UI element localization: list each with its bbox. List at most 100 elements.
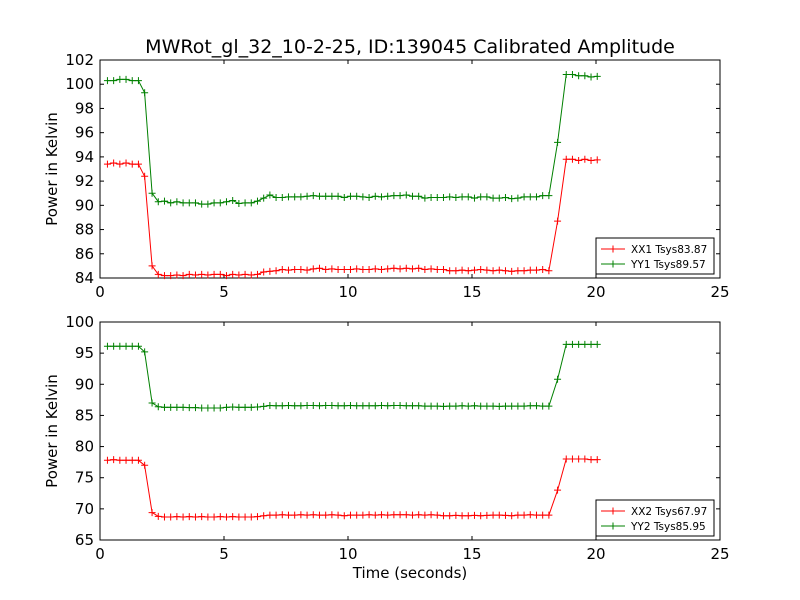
data-point-marker (128, 77, 136, 85)
legend: XX1 Tsys83.87 YY1 Tsys89.57 (595, 237, 715, 275)
data-point-marker (554, 138, 562, 146)
data-point-marker (141, 461, 149, 469)
data-point-marker (489, 402, 497, 410)
data-point-marker (198, 513, 206, 521)
data-point-marker (458, 512, 466, 520)
data-point-marker (110, 159, 118, 167)
data-point-marker (128, 456, 136, 464)
legend-label: XX2 Tsys67.97 (631, 506, 707, 518)
data-point-marker (116, 342, 124, 350)
axes-frame (99, 59, 721, 279)
data-point-marker (415, 264, 423, 272)
data-point-marker (116, 75, 124, 83)
y-tick-label: 70 (75, 500, 94, 518)
data-point-marker (575, 455, 583, 463)
data-point-marker (185, 270, 193, 278)
axes-frame (99, 321, 721, 541)
x-tick-label: 15 (462, 545, 481, 563)
x-tick-label: 10 (338, 545, 357, 563)
data-point-marker (222, 513, 230, 521)
y-tick-label: 88 (75, 221, 94, 239)
data-point-marker (587, 157, 595, 165)
data-point-marker (191, 513, 199, 521)
data-point-marker (179, 199, 187, 207)
data-point-marker (452, 402, 460, 410)
data-point-marker (278, 193, 286, 201)
data-point-marker (545, 402, 553, 410)
data-point-marker (353, 192, 361, 200)
y-tick-label: 98 (75, 99, 94, 117)
data-point-marker (103, 456, 111, 464)
data-point-marker (520, 402, 528, 410)
data-point-marker (266, 267, 274, 275)
data-point-marker (160, 513, 168, 521)
data-point-marker (173, 271, 181, 279)
x-tick-label: 15 (462, 283, 481, 301)
data-point-marker (328, 511, 336, 519)
data-point-marker (291, 511, 299, 519)
data-point-marker (322, 192, 330, 200)
data-point-marker (446, 267, 454, 275)
data-point-marker (272, 193, 280, 201)
data-point-marker (284, 401, 292, 409)
data-point-marker (593, 72, 601, 80)
series-line (107, 458, 598, 518)
data-point-marker (297, 402, 305, 410)
data-point-marker (103, 77, 111, 85)
data-point-marker (241, 403, 249, 411)
data-point-marker (495, 266, 503, 274)
data-point-marker (514, 402, 522, 410)
data-point-marker (501, 402, 509, 410)
x-tick-label: 0 (95, 545, 105, 563)
data-point-marker (384, 402, 392, 410)
data-point-marker (346, 266, 354, 274)
x-tick-label: 25 (710, 283, 729, 301)
data-point-marker (179, 403, 187, 411)
chart-title: MWRot_gl_32_10-2-25, ID:139045 Calibrate… (145, 36, 675, 58)
data-point-marker (315, 192, 323, 200)
data-point-marker (134, 77, 142, 85)
data-point-marker (365, 511, 373, 519)
data-point-marker (514, 511, 522, 519)
y-tick-label: 90 (75, 196, 94, 214)
data-point-marker (334, 511, 342, 519)
data-point-marker (328, 265, 336, 273)
data-point-marker (477, 402, 485, 410)
data-point-marker (309, 265, 317, 273)
data-point-marker (421, 194, 429, 202)
series-yy2 (103, 340, 601, 412)
data-point-marker (297, 266, 305, 274)
data-point-marker (309, 401, 317, 409)
data-point-marker (568, 71, 576, 79)
data-point-marker (148, 189, 156, 197)
series-yy1 (103, 71, 601, 208)
data-point-marker (272, 402, 280, 410)
data-point-marker (241, 513, 249, 521)
y-tick-label: 85 (75, 406, 94, 424)
data-point-marker (340, 193, 348, 201)
data-point-marker (272, 267, 280, 275)
data-point-marker (483, 193, 491, 201)
data-point-marker (365, 266, 373, 274)
data-point-marker (371, 402, 379, 410)
data-point-marker (322, 401, 330, 409)
data-point-marker (568, 340, 576, 348)
series-xx1 (103, 155, 601, 280)
data-point-marker (210, 513, 218, 521)
x-tick-label: 5 (219, 545, 229, 563)
data-point-marker (439, 402, 447, 410)
data-point-marker (408, 511, 416, 519)
data-point-marker (315, 402, 323, 410)
data-point-marker (167, 403, 175, 411)
data-point-marker (284, 266, 292, 274)
y-axis-label: Power in Kelvin (43, 374, 61, 488)
data-point-marker (514, 194, 522, 202)
data-point-marker (253, 403, 261, 411)
x-tick-label: 20 (586, 283, 605, 301)
data-point-marker (371, 511, 379, 519)
data-point-marker (204, 200, 212, 208)
x-axis-label: Time (seconds) (352, 564, 468, 582)
data-point-marker (185, 513, 193, 521)
data-point-marker (581, 72, 589, 80)
